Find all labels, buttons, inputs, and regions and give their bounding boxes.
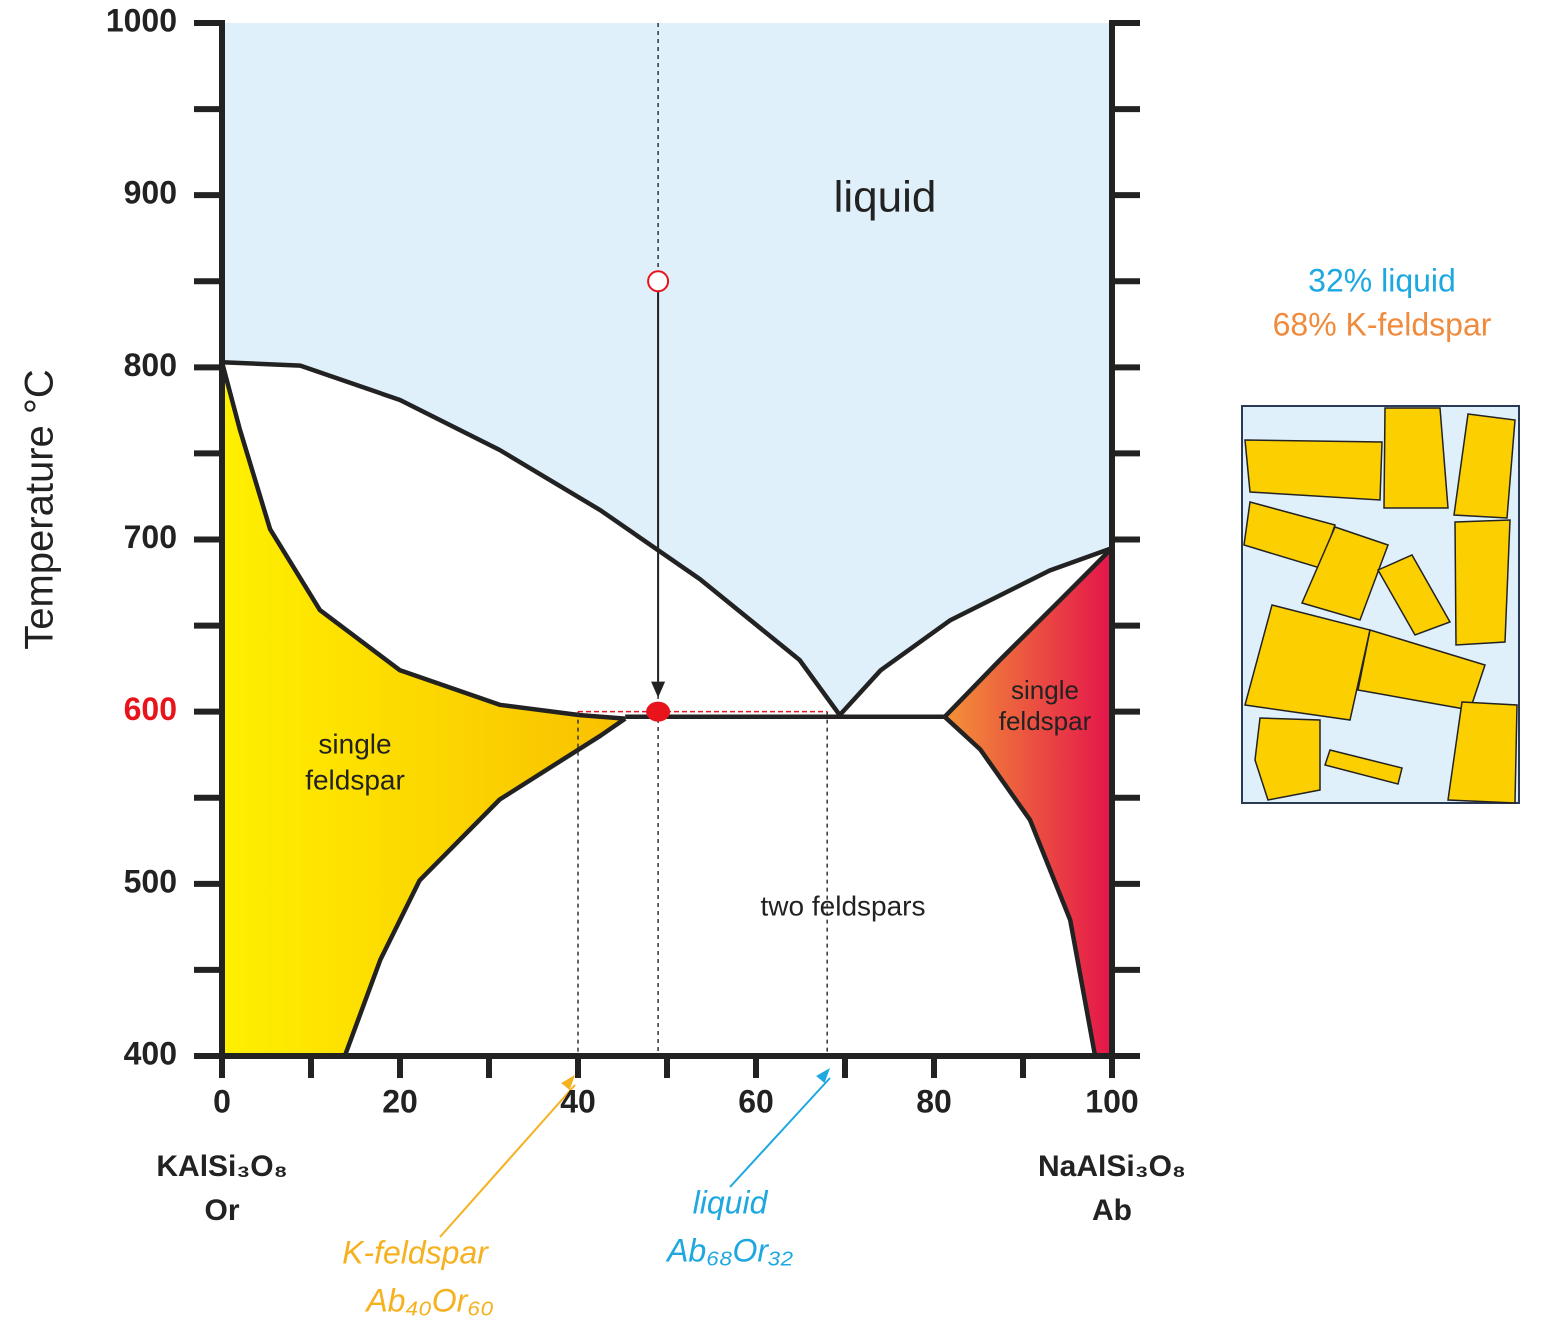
annotation-arrow-head (561, 1075, 575, 1091)
region-label: liquid (834, 173, 937, 222)
y-tick-label: 700 (124, 519, 177, 555)
annotation-label: Ab₆₈Or₃₂ (665, 1232, 793, 1268)
arrow-head (651, 681, 666, 698)
y-tick-label: 500 (124, 863, 177, 899)
liquid-region (222, 23, 1112, 716)
x-tick-label: 20 (382, 1083, 418, 1119)
crystal (1324, 749, 1403, 785)
annotation-arrow (439, 1084, 576, 1238)
y-tick-label: 1000 (106, 2, 177, 38)
crystal (1300, 526, 1389, 621)
single-feldspar-left-region (222, 362, 626, 1056)
y-tick-label: 800 (124, 347, 177, 383)
region-label: two feldspars (761, 890, 926, 921)
x-tick-label: 100 (1085, 1083, 1138, 1119)
crystal (1254, 717, 1321, 801)
labels: 400 500 600 700 800 900 1000 0 20 40 60 80 100 Temper… (18, 2, 1492, 1318)
x-tick-label: 40 (560, 1083, 596, 1119)
crystal (1244, 439, 1383, 501)
crystal (1447, 701, 1518, 804)
lines (219, 23, 1114, 1238)
crystal (1453, 413, 1516, 519)
crystal (1454, 519, 1511, 646)
region-label: single (1011, 675, 1079, 705)
annotation-label: liquid (693, 1184, 769, 1220)
phase-boundary (838, 545, 1113, 717)
region-label: feldspar (999, 706, 1092, 736)
proportion-label: 68% K-feldspar (1273, 306, 1492, 342)
y-tick-label: 400 (124, 1035, 177, 1071)
crystal (1376, 554, 1452, 636)
phase-boundary (342, 716, 627, 1057)
region-label: single (318, 728, 391, 759)
x-tick-label: 0 (213, 1083, 231, 1119)
crystal (1244, 604, 1371, 721)
annotation-label: Ab₄₀Or₆₀ (364, 1282, 493, 1318)
annotation-arrow-head (816, 1068, 830, 1084)
annotation-label: K-feldspar (342, 1234, 489, 1270)
phase-boundary (943, 715, 1098, 1057)
proportion-label: 32% liquid (1308, 262, 1456, 298)
crystal-sketch (1241, 405, 1520, 804)
start-point (647, 270, 670, 293)
axes (194, 20, 1140, 1078)
end-member-label: Or (204, 1194, 239, 1227)
x-tick-label: 60 (738, 1083, 774, 1119)
annotation-arrow (729, 1077, 831, 1188)
phase-boundary (221, 359, 842, 717)
x-tick-label: 80 (916, 1083, 952, 1119)
y-axis-label: Temperature °C (18, 369, 62, 650)
region-label: feldspar (305, 764, 405, 795)
crystals (1243, 407, 1518, 804)
phase-boundary (219, 361, 626, 721)
phase-boundary (943, 546, 1114, 719)
y-tick-label: 900 (124, 175, 177, 211)
end-member-label: NaAlSi₃O₈ (1038, 1150, 1186, 1183)
end-member-label: KAlSi₃O₈ (156, 1150, 287, 1183)
regions (222, 23, 1112, 1056)
single-feldspar-right-region (944, 548, 1112, 1056)
y-tick-label: 600 (124, 691, 177, 727)
crystal (1383, 407, 1449, 509)
end-member-label: Ab (1092, 1194, 1132, 1227)
end-point (646, 701, 671, 722)
